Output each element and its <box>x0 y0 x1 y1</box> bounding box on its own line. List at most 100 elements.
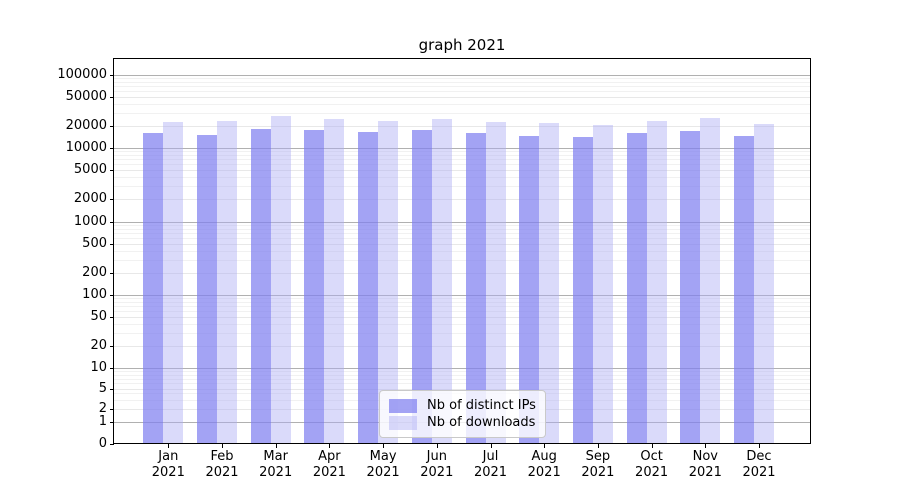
y-tick-mark <box>110 170 114 171</box>
gridline-30000 <box>114 113 810 115</box>
bar-distinct-ips-nov <box>680 130 701 444</box>
x-tick-label: Jan 2021 <box>151 449 185 480</box>
gridline-9 <box>114 371 810 373</box>
y-tick-label: 5000 <box>73 162 107 177</box>
x-tick-mark <box>491 444 492 448</box>
y-tick-label: 5 <box>98 380 107 396</box>
y-tick-mark <box>110 422 114 423</box>
y-tick-label: 50000 <box>65 89 107 104</box>
x-tick-label: Aug 2021 <box>527 449 561 480</box>
plot-area <box>113 58 811 444</box>
bar-downloads-sep <box>592 125 613 444</box>
gridline-6 <box>114 383 810 385</box>
x-tick-label: Jul 2021 <box>473 449 508 480</box>
gridline-400 <box>114 250 810 252</box>
x-tick-label: Dec 2021 <box>742 449 776 480</box>
y-tick-mark <box>110 148 114 149</box>
y-tick-mark <box>110 273 114 274</box>
bar-downloads-may <box>378 121 399 444</box>
x-tick-mark <box>329 444 330 448</box>
bar-downloads-feb <box>217 121 237 444</box>
x-tick-mark <box>652 444 653 448</box>
y-tick-label: 0 <box>98 435 107 451</box>
y-tick-label: 500 <box>82 235 107 251</box>
y-tick-label: 1 <box>98 414 107 429</box>
x-tick-mark <box>222 444 223 448</box>
gridline-300 <box>114 259 810 261</box>
y-tick-label: 1000 <box>73 213 107 229</box>
gridline-60000 <box>114 91 810 93</box>
gridline-7 <box>114 378 810 380</box>
gridline-4000 <box>114 177 810 179</box>
gridline-70 <box>114 306 810 308</box>
y-tick-label: 50 <box>90 309 107 324</box>
gridline-40 <box>114 324 810 326</box>
gridline-60 <box>114 311 810 313</box>
x-tick-label: Jun 2021 <box>420 449 454 480</box>
gridline-80 <box>114 301 810 303</box>
gridline-30 <box>114 333 810 335</box>
y-tick-mark <box>110 126 114 127</box>
bar-downloads-aug <box>539 123 560 444</box>
y-tick-mark <box>110 222 114 223</box>
gridline-7000 <box>114 159 810 161</box>
gridline-700 <box>114 232 810 234</box>
x-tick-label: Feb 2021 <box>205 449 239 480</box>
bar-distinct-ips-jul <box>465 133 486 444</box>
y-tick-mark <box>110 317 114 318</box>
distinct-ips-swatch <box>389 398 417 413</box>
bar-distinct-ips-jun <box>411 130 432 444</box>
gridline-90000 <box>114 78 810 80</box>
bar-distinct-ips-apr <box>304 129 325 444</box>
bar-downloads-nov <box>700 118 721 444</box>
legend: Nb of distinct IPs Nb of downloads <box>379 390 546 438</box>
bar-downloads-oct <box>646 120 667 444</box>
x-tick-label: Mar 2021 <box>259 449 293 480</box>
gridline-8000 <box>114 155 810 157</box>
gridline-50000 <box>114 97 810 98</box>
y-tick-mark <box>110 295 114 296</box>
y-tick-mark <box>110 199 114 200</box>
y-tick-mark <box>110 368 114 369</box>
bar-distinct-ips-oct <box>626 132 647 444</box>
bar-distinct-ips-may <box>358 131 379 444</box>
x-tick-label: Nov 2021 <box>688 449 722 480</box>
gridline-80000 <box>114 82 810 84</box>
bar-distinct-ips-jan <box>143 133 164 444</box>
x-tick-mark <box>705 444 706 448</box>
gridline-70000 <box>114 86 810 88</box>
gridline-5 <box>114 388 810 390</box>
y-tick-label: 20000 <box>65 118 107 133</box>
x-tick-mark <box>276 444 277 448</box>
bar-distinct-ips-aug <box>519 135 540 444</box>
y-tick-mark <box>110 409 114 410</box>
x-tick-mark <box>437 444 438 448</box>
chart-title: graph 2021 <box>418 36 506 54</box>
gridline-3000 <box>114 186 810 188</box>
y-tick-mark <box>110 444 114 445</box>
x-tick-label: May 2021 <box>366 449 400 480</box>
x-tick-mark <box>168 444 169 448</box>
x-tick-mark <box>598 444 599 448</box>
legend-item: Nb of distinct IPs <box>389 398 536 414</box>
y-tick-mark <box>110 346 114 347</box>
x-tick-mark <box>383 444 384 448</box>
gridline-90 <box>114 297 810 299</box>
bar-distinct-ips-mar <box>250 128 271 444</box>
gridline-8 <box>114 374 810 376</box>
y-tick-mark <box>110 244 114 245</box>
bar-distinct-ips-dec <box>734 135 754 444</box>
x-tick-label: Apr 2021 <box>312 449 346 480</box>
gridline-6000 <box>114 164 810 166</box>
y-tick-label: 20 <box>90 338 107 353</box>
y-tick-label: 100 <box>82 286 107 302</box>
gridline-5000 <box>114 170 810 171</box>
downloads-swatch <box>389 415 417 430</box>
y-tick-mark <box>110 97 114 98</box>
gridline-900 <box>114 224 810 226</box>
x-tick-label: Oct 2021 <box>635 449 669 480</box>
bar-downloads-jun <box>431 119 452 444</box>
y-tick-label: 100000 <box>57 67 107 82</box>
gridline-10 <box>114 368 810 369</box>
